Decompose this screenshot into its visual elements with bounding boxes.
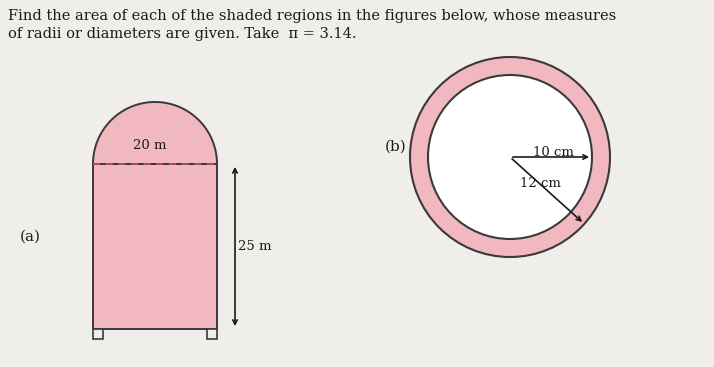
Text: 12 cm: 12 cm [520,177,561,190]
Bar [93,329,103,339]
Polygon shape [93,102,217,329]
Text: (b): (b) [385,140,407,154]
Text: 20 m: 20 m [134,139,167,152]
Text: (a): (a) [20,229,41,243]
Circle shape [428,75,592,239]
Text: 25 m: 25 m [238,240,271,253]
Bar [207,329,217,339]
Circle shape [410,57,610,257]
Text: 10 cm: 10 cm [533,146,573,159]
Text: of radii or diameters are given. Take  π = 3.14.: of radii or diameters are given. Take π … [8,27,356,41]
Text: Find the area of each of the shaded regions in the figures below, whose measures: Find the area of each of the shaded regi… [8,9,616,23]
